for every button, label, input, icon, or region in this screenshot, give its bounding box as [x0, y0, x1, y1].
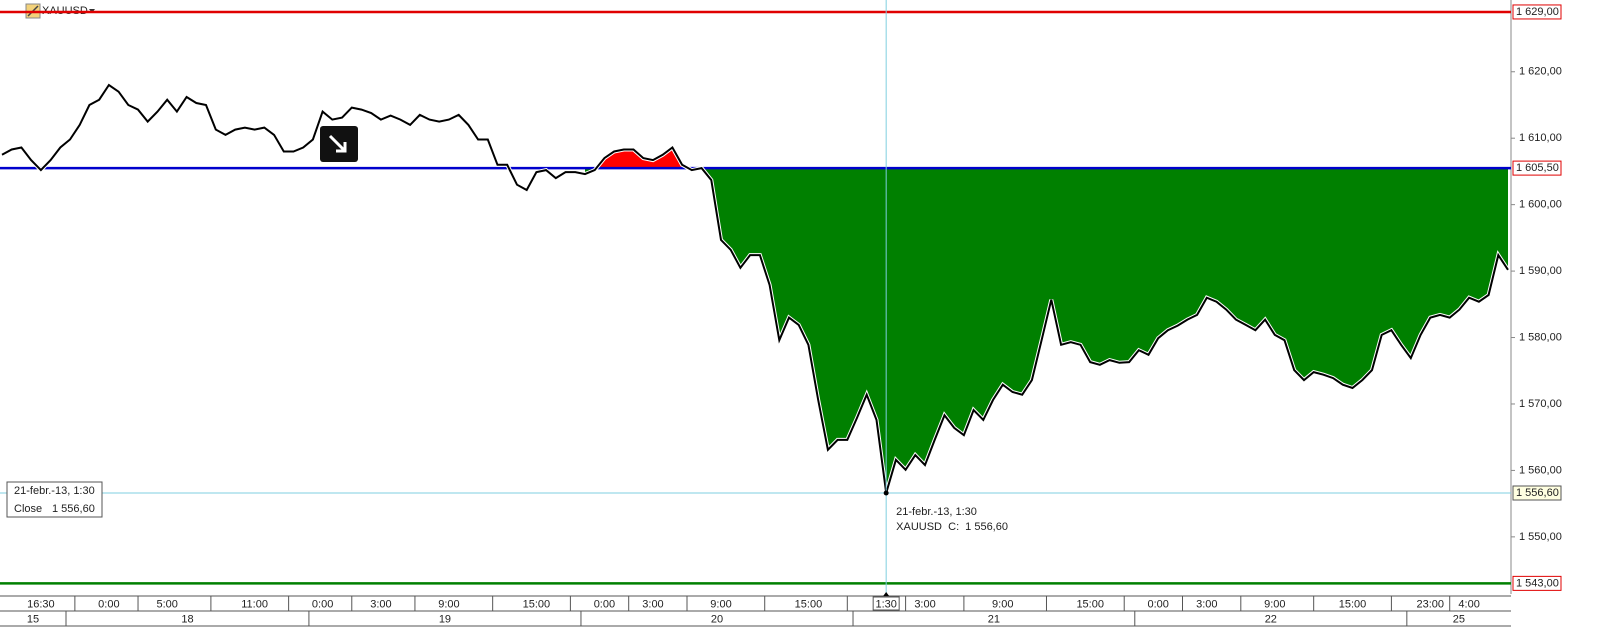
level-label: 1 543,00 — [1516, 577, 1559, 589]
tooltip-c-text: C: — [948, 521, 959, 533]
y-tick-label: 1 550,00 — [1519, 531, 1562, 543]
area-below — [585, 168, 1508, 493]
signal-arrow — [328, 134, 347, 153]
y-tick-label: 1 600,00 — [1519, 199, 1562, 211]
y-tick-label: 1 560,00 — [1519, 464, 1562, 476]
level-label-box — [1512, 575, 1562, 591]
signal-marker — [320, 126, 358, 162]
y-tick-label: 1 620,00 — [1519, 66, 1562, 78]
tooltip-date: 21-febr.-13, 1:30 — [896, 506, 977, 518]
info-close-text: Close — [14, 503, 42, 515]
crosshair-label-box — [1512, 485, 1562, 501]
x-tick-label: 4:00 — [1458, 598, 1479, 610]
info-date: 21-febr.-13, 1:30 — [14, 485, 95, 497]
level-label-box — [1512, 4, 1562, 20]
y-tick-label: 1 610,00 — [1519, 132, 1562, 144]
x-tick-label: 0:00 — [312, 598, 333, 610]
time-highlight — [872, 596, 900, 611]
level-label: 1 605,50 — [1516, 162, 1559, 174]
x-tick-label: 5:00 — [156, 598, 177, 610]
x-tick-label: 0:00 — [1148, 598, 1169, 610]
x-tick-label: 3:00 — [1196, 598, 1217, 610]
crosshair-marker — [883, 592, 890, 596]
tooltip-symbol: XAUUSD — [896, 521, 942, 533]
x-tick-label: 1:30 — [875, 598, 896, 610]
info-close-value: 1 556,60 — [52, 503, 95, 515]
x-tick-label: 9:00 — [438, 598, 459, 610]
day-label: 15 — [27, 613, 39, 625]
x-tick-label: 9:00 — [710, 598, 731, 610]
x-tick-label: 23:00 — [1417, 598, 1445, 610]
day-label: 19 — [439, 613, 451, 625]
crosshair-label: 1 556,60 — [1516, 487, 1559, 499]
x-tick-label: 15:00 — [795, 598, 823, 610]
y-tick-label: 1 570,00 — [1519, 398, 1562, 410]
x-tick-label: 16:30 — [27, 598, 55, 610]
tooltip-c-value: 1 556,60 — [965, 521, 1008, 533]
y-tick-label: 1 590,00 — [1519, 265, 1562, 277]
day-label: 21 — [988, 613, 1000, 625]
price-line — [1, 83, 1509, 494]
x-tick-label: 15:00 — [1339, 598, 1367, 610]
x-tick-label: 9:00 — [992, 598, 1013, 610]
x-tick-label: 0:00 — [594, 598, 615, 610]
info-box — [6, 481, 103, 518]
x-tick-label: 3:00 — [642, 598, 663, 610]
day-label: 22 — [1265, 613, 1277, 625]
level-label: 1 629,00 — [1516, 6, 1559, 18]
x-tick-label: 0:00 — [98, 598, 119, 610]
crosshair-point — [883, 490, 889, 496]
x-tick-label: 3:00 — [914, 598, 935, 610]
level-label-box — [1512, 160, 1562, 176]
day-label: 18 — [181, 613, 193, 625]
x-tick-label: 15:00 — [1076, 598, 1104, 610]
x-tick-label: 11:00 — [241, 598, 268, 610]
x-tick-label: 3:00 — [370, 598, 391, 610]
day-label: 20 — [711, 613, 723, 625]
y-tick-label: 1 580,00 — [1519, 331, 1562, 343]
x-tick-label: 15:00 — [523, 598, 551, 610]
x-tick-label: 9:00 — [1264, 598, 1285, 610]
day-label: 25 — [1453, 613, 1465, 625]
